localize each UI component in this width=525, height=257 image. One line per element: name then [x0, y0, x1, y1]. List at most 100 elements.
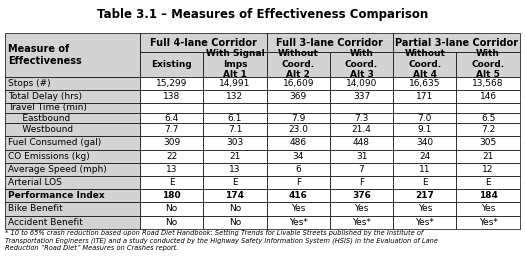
Text: 376: 376: [352, 191, 371, 200]
Bar: [140, 136, 203, 150]
Text: Yes*: Yes*: [415, 218, 434, 227]
Bar: [330, 103, 393, 113]
Text: E: E: [422, 178, 428, 187]
Text: Travel Time (min): Travel Time (min): [8, 104, 87, 113]
Bar: [267, 163, 330, 176]
Text: 146: 146: [479, 92, 497, 101]
Text: 7.9: 7.9: [291, 114, 306, 123]
Text: 34: 34: [292, 152, 304, 161]
Text: 340: 340: [416, 139, 434, 148]
Bar: [393, 90, 456, 103]
Bar: [456, 90, 520, 103]
Text: 11: 11: [419, 165, 430, 174]
Bar: [456, 103, 520, 113]
Text: With
Coord.
Alt 3: With Coord. Alt 3: [345, 49, 378, 79]
Bar: [393, 176, 456, 189]
Bar: [5, 176, 140, 189]
Text: Accident Benefit: Accident Benefit: [8, 218, 83, 227]
Text: 21: 21: [229, 152, 240, 161]
Bar: [267, 103, 330, 113]
Text: Bike Benefit: Bike Benefit: [8, 204, 62, 213]
Bar: [393, 77, 456, 90]
Text: 7.1: 7.1: [228, 125, 242, 134]
Text: 486: 486: [290, 139, 307, 148]
Bar: [140, 90, 203, 103]
Text: F: F: [359, 178, 364, 187]
Bar: [203, 52, 267, 77]
Text: 132: 132: [226, 92, 244, 101]
Bar: [203, 163, 267, 176]
Text: Existing: Existing: [151, 60, 192, 69]
Text: 23.0: 23.0: [288, 125, 308, 134]
Bar: [330, 202, 393, 216]
Bar: [5, 90, 140, 103]
Text: Without
Coord.
Alt 4: Without Coord. Alt 4: [404, 49, 445, 79]
Bar: [456, 52, 520, 77]
Bar: [393, 216, 456, 229]
Text: 7.0: 7.0: [418, 114, 432, 123]
Bar: [393, 150, 456, 163]
Text: 6.1: 6.1: [228, 114, 242, 123]
Bar: [456, 216, 520, 229]
Bar: [393, 136, 456, 150]
Text: 16,635: 16,635: [409, 79, 440, 88]
Text: No: No: [165, 204, 178, 213]
Text: 16,609: 16,609: [282, 79, 314, 88]
Bar: [267, 123, 330, 136]
Bar: [330, 52, 393, 77]
Bar: [330, 123, 393, 136]
Text: 22: 22: [166, 152, 177, 161]
Bar: [393, 123, 456, 136]
Text: Full 4-lane Corridor: Full 4-lane Corridor: [150, 38, 257, 48]
Text: 6.5: 6.5: [481, 114, 495, 123]
Text: Yes: Yes: [481, 204, 495, 213]
Bar: [456, 163, 520, 176]
Bar: [456, 202, 520, 216]
Text: 9.1: 9.1: [418, 125, 432, 134]
Text: Performance Index: Performance Index: [8, 191, 104, 200]
Text: 14,090: 14,090: [346, 79, 377, 88]
Text: Yes: Yes: [354, 204, 369, 213]
Text: Yes: Yes: [291, 204, 306, 213]
Bar: [456, 77, 520, 90]
Bar: [456, 136, 520, 150]
Text: 21: 21: [482, 152, 494, 161]
Bar: [5, 77, 140, 90]
Text: 303: 303: [226, 139, 244, 148]
Text: 15,299: 15,299: [156, 79, 187, 88]
Bar: [393, 189, 456, 202]
Text: Yes*: Yes*: [352, 218, 371, 227]
Bar: [5, 150, 140, 163]
Bar: [5, 216, 140, 229]
Bar: [267, 113, 330, 123]
Text: 13,568: 13,568: [472, 79, 504, 88]
Bar: [393, 103, 456, 113]
Text: 174: 174: [225, 191, 245, 200]
Bar: [330, 90, 393, 103]
Bar: [140, 202, 203, 216]
Text: Without
Coord.
Alt 2: Without Coord. Alt 2: [278, 49, 319, 79]
Bar: [267, 90, 330, 103]
Bar: [456, 150, 520, 163]
Bar: [203, 90, 267, 103]
Bar: [330, 176, 393, 189]
Bar: [5, 189, 140, 202]
Text: 7.7: 7.7: [164, 125, 179, 134]
Bar: [267, 189, 330, 202]
Bar: [330, 189, 393, 202]
Bar: [267, 136, 330, 150]
Bar: [456, 189, 520, 202]
Text: 180: 180: [162, 191, 181, 200]
Text: Eastbound: Eastbound: [8, 114, 70, 123]
Text: 14,991: 14,991: [219, 79, 250, 88]
Bar: [456, 113, 520, 123]
Text: 369: 369: [290, 92, 307, 101]
Text: 171: 171: [416, 92, 434, 101]
Text: No: No: [229, 218, 241, 227]
Bar: [267, 176, 330, 189]
Text: Measure of
Effectiveness: Measure of Effectiveness: [8, 44, 81, 66]
Bar: [393, 202, 456, 216]
Text: E: E: [232, 178, 238, 187]
Text: No: No: [229, 204, 241, 213]
Bar: [5, 123, 140, 136]
